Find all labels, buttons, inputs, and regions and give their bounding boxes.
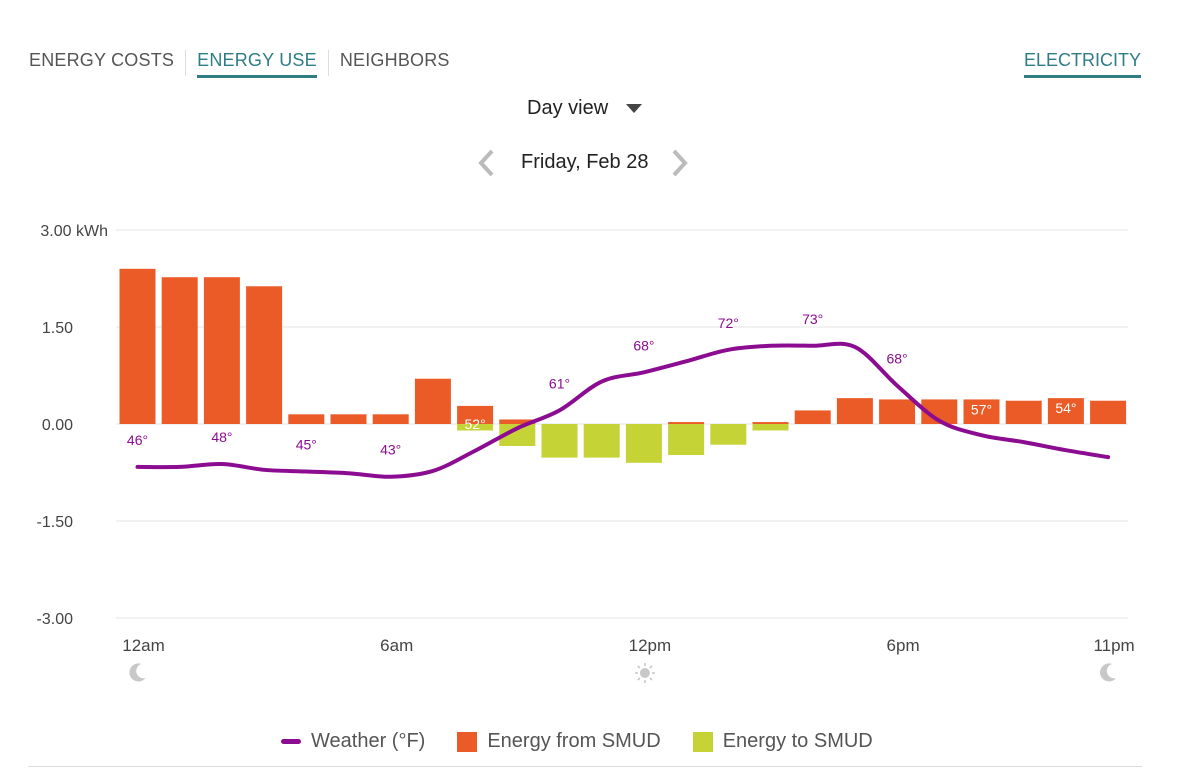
temperature-label: 52°	[465, 416, 486, 432]
legend-item-to-smud[interactable]: Energy to SMUD	[692, 730, 873, 753]
bar-from-smud	[794, 410, 831, 424]
bar-from-smud	[119, 268, 156, 424]
bar-from-smud	[963, 399, 1000, 424]
x-tick-label: 6am	[380, 636, 413, 655]
temperature-label: 45°	[296, 437, 317, 453]
legend-item-from-smud[interactable]: Energy from SMUD	[457, 730, 661, 753]
y-tick-label: 1.50	[42, 320, 73, 337]
view-dropdown[interactable]: Day view	[527, 97, 643, 120]
temperature-label: 73°	[802, 311, 823, 327]
bar-from-smud	[1090, 400, 1127, 424]
temperature-label: 54°	[1055, 400, 1076, 416]
bar-from-smud	[203, 277, 240, 424]
y-tick-label: 0.00	[42, 417, 73, 434]
bar-from-smud	[836, 398, 873, 424]
energy-use-chart: 3.00 kWh 1.50 0.00 -1.50 -3.00 46° 48° 45° 43° 52…	[37, 223, 1135, 683]
bar-to-smud	[541, 424, 578, 458]
bar-from-smud	[879, 399, 916, 424]
sun-icon	[634, 663, 655, 683]
temperature-label: 61°	[549, 375, 570, 391]
legend-label-from-smud: Energy from SMUD	[487, 730, 661, 752]
bar-to-smud	[668, 424, 705, 456]
tab-energy-costs[interactable]: ENERGY COSTS	[29, 50, 175, 70]
tab-neighbors[interactable]: NEIGHBORS	[339, 50, 450, 70]
date-navigator: Friday, Feb 28	[472, 146, 702, 180]
bar-from-smud	[1005, 400, 1042, 424]
usage-tabs: ENERGY COSTS ENERGY USE NEIGHBORS	[29, 48, 450, 78]
legend-item-weather[interactable]: Weather (°F)	[281, 730, 425, 753]
x-tick-label: 12am	[122, 636, 165, 655]
y-tick-label: -1.50	[37, 514, 74, 531]
view-dropdown-label: Day view	[527, 97, 609, 119]
temperature-label: 48°	[211, 429, 232, 445]
bar-from-smud	[414, 378, 451, 424]
temperature-label: 68°	[887, 351, 908, 367]
bar-from-smud	[499, 419, 536, 424]
date-label: Friday, Feb 28	[521, 151, 649, 173]
chevron-left-icon[interactable]	[472, 146, 502, 180]
temperature-label: 68°	[633, 337, 654, 353]
tab-divider	[185, 50, 187, 76]
chevron-right-icon[interactable]	[664, 146, 694, 180]
temperature-label: 57°	[971, 401, 992, 417]
chart-legend: Weather (°F) Energy from SMUD Energy to …	[281, 730, 873, 753]
bar-from-smud	[752, 422, 789, 424]
legend-swatch-weather	[281, 739, 301, 744]
moon-icon	[1100, 663, 1117, 682]
x-tick-label: 12pm	[629, 636, 672, 655]
bar-from-smud	[330, 414, 367, 424]
legend-label-to-smud: Energy to SMUD	[722, 730, 873, 752]
temperature-label: 43°	[380, 442, 401, 458]
bar-from-smud	[161, 277, 198, 424]
x-tick-label: 6pm	[887, 636, 920, 655]
bar-from-smud	[288, 414, 325, 424]
bar-from-smud	[246, 286, 283, 424]
bar-to-smud	[583, 424, 620, 458]
bar-from-smud	[1047, 398, 1084, 424]
caret-down-icon	[626, 104, 643, 113]
legend-swatch-from-smud	[457, 731, 478, 752]
bar-from-smud	[372, 414, 409, 424]
bar-to-smud	[457, 424, 494, 431]
y-tick-label: -3.00	[37, 611, 74, 628]
bottom-divider	[28, 766, 1142, 767]
bar-to-smud	[625, 424, 662, 463]
temperature-label: 46°	[127, 432, 148, 448]
moon-icon	[129, 663, 146, 682]
x-tick-label: 11pm	[1093, 636, 1134, 655]
tab-energy-use[interactable]: ENERGY USE	[197, 48, 317, 78]
bar-from-smud	[457, 405, 494, 424]
temperature-label: 72°	[718, 315, 739, 331]
bar-to-smud	[752, 424, 789, 431]
legend-swatch-to-smud	[692, 731, 713, 752]
y-tick-label: 3.00 kWh	[40, 223, 108, 240]
legend-label-weather: Weather (°F)	[311, 730, 426, 752]
bar-from-smud	[668, 422, 705, 424]
weather-line	[135, 341, 1111, 479]
bar-to-smud	[499, 424, 536, 446]
tab-divider	[327, 50, 329, 76]
bar-to-smud	[710, 424, 747, 445]
tab-electricity[interactable]: ELECTRICITY	[1023, 48, 1141, 78]
